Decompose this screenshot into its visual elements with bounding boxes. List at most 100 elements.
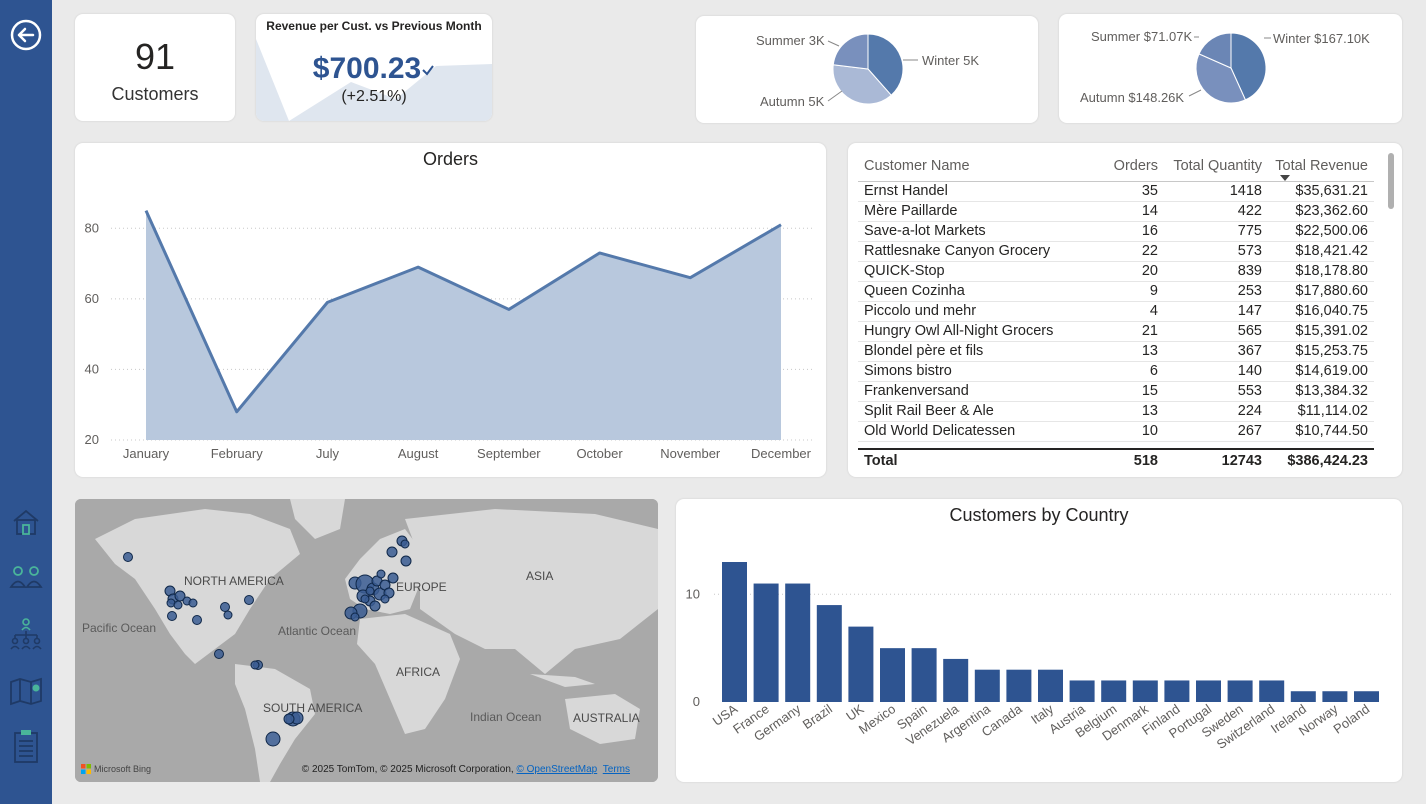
map-label-atlantic: Atlantic Ocean (278, 624, 357, 638)
bar-sweden[interactable] (1227, 680, 1253, 702)
bar-venezuela[interactable] (943, 658, 969, 702)
bar-mexico[interactable] (880, 648, 905, 702)
bar-brazil[interactable] (816, 605, 842, 702)
table-row[interactable]: Rattlesnake Canyon Grocery 22 573 $18,421.4… (858, 241, 1374, 262)
row-total-quantity: 253 (1164, 281, 1268, 302)
table-row[interactable]: QUICK-Stop 20 839 $18,178.80 (858, 261, 1374, 282)
orders-point[interactable] (505, 305, 513, 313)
orders-point[interactable] (233, 408, 241, 416)
customers-icon (9, 566, 43, 588)
report-nav-button[interactable] (6, 726, 46, 766)
header-total-revenue[interactable]: Total Revenue (1268, 151, 1374, 182)
map-landmass (75, 499, 658, 782)
row-customer-name: Ernst Handel (858, 181, 1102, 202)
pie-slice-summer[interactable] (1198, 32, 1232, 69)
revenue-per-customer-card: Revenue per Cust. vs Previous Month $700… (256, 14, 492, 121)
bar-belgium[interactable] (1101, 680, 1127, 702)
map-label-pacific: Pacific Ocean (82, 621, 157, 635)
bar-germany[interactable] (785, 583, 811, 702)
revenue-card-title: Revenue per Cust. vs Previous Month (266, 19, 482, 33)
pie-slice-winter[interactable] (867, 33, 904, 96)
bar-finland[interactable] (1164, 680, 1190, 702)
row-orders: 22 (1102, 241, 1164, 262)
openstreetmap-link[interactable]: © OpenStreetMap (516, 764, 598, 775)
back-button[interactable] (6, 15, 46, 55)
table-row[interactable]: Save-a-lot Markets 16 775 $22,500.06 (858, 221, 1374, 242)
pie-slice-autumn[interactable] (832, 64, 892, 105)
bar-italy[interactable] (1038, 669, 1063, 702)
orders-point[interactable] (686, 274, 694, 282)
x-tick-label: Brazil (800, 701, 835, 732)
table-row[interactable]: Frankenversand 15 553 $13,384.32 (858, 381, 1374, 402)
row-orders: 21 (1102, 321, 1164, 342)
row-orders: 16 (1102, 221, 1164, 242)
row-total-quantity: 267 (1164, 421, 1268, 442)
pie1-label-winter: Winter 5K (922, 53, 979, 68)
row-total-quantity: 422 (1164, 201, 1268, 222)
pie-slice-autumn[interactable] (1195, 53, 1247, 104)
bar-norway[interactable] (1322, 691, 1348, 702)
orders-point[interactable] (777, 221, 785, 229)
bar-uk[interactable] (848, 626, 874, 702)
orders-point[interactable] (323, 298, 331, 306)
bar-spain[interactable] (911, 648, 937, 702)
total-quantity: 12743 (1221, 453, 1262, 469)
table-row[interactable]: Blondel père et fils 13 367 $15,253.75 (858, 341, 1374, 362)
x-tick-label: July (316, 446, 340, 461)
orders-point[interactable] (414, 263, 422, 271)
microsoft-logo-icon (81, 764, 91, 774)
table-row[interactable]: Simons bistro 6 140 $14,619.00 (858, 361, 1374, 382)
bar-france[interactable] (753, 583, 779, 702)
row-total-quantity: 573 (1164, 241, 1268, 262)
table-row[interactable]: Ernst Handel 35 1418 $35,631.21 (858, 181, 1374, 202)
header-customer-name[interactable]: Customer Name (858, 151, 1102, 182)
customers-nav-button[interactable] (6, 557, 46, 597)
table-row[interactable]: Mère Paillarde 14 422 $23,362.60 (858, 201, 1374, 222)
header-total-quantity[interactable]: Total Quantity (1164, 151, 1268, 182)
bar-argentina[interactable] (974, 669, 1000, 702)
row-total-quantity: 140 (1164, 361, 1268, 382)
revenue-by-season-pie-card: Summer $71.07K Winter $167.10K Autumn $1… (1059, 14, 1402, 123)
table-header-row: Customer Name Orders Total Quantity Tota… (858, 151, 1374, 182)
map-nav-button[interactable] (6, 671, 46, 711)
orders-point[interactable] (142, 207, 150, 215)
orders-point[interactable] (596, 249, 604, 257)
x-tick-label: December (751, 446, 812, 461)
home-nav-button[interactable] (6, 502, 46, 542)
quantity-by-season-pie-card: Summer 3K Winter 5K Autumn 5K (696, 16, 1038, 123)
row-total-quantity: 367 (1164, 341, 1268, 362)
table-row[interactable]: Piccolo und mehr 4 147 $16,040.75 (858, 301, 1374, 322)
pie-slice-summer[interactable] (832, 33, 869, 70)
row-customer-name: Save-a-lot Markets (858, 221, 1102, 242)
y-tick-label: 80 (85, 220, 99, 235)
bar-usa[interactable] (722, 562, 747, 702)
row-customer-name: Simons bistro (858, 361, 1102, 382)
bar-portugal[interactable] (1196, 680, 1221, 702)
bar-poland[interactable] (1354, 691, 1379, 702)
bar-denmark[interactable] (1132, 680, 1158, 702)
table-row[interactable]: Split Rail Beer & Ale 13 224 $11,114.02 (858, 401, 1374, 422)
row-orders: 6 (1102, 361, 1164, 382)
country-chart-title: Customers by Country (949, 505, 1129, 525)
x-tick-label: January (123, 446, 170, 461)
row-customer-name: Hungry Owl All-Night Grocers (858, 321, 1102, 342)
table-row[interactable]: Old World Delicatessen 10 267 $10,744.50 (858, 421, 1374, 442)
hierarchy-icon (10, 618, 42, 650)
home-icon (13, 509, 39, 535)
bar-canada[interactable] (1006, 669, 1032, 702)
copyright-text: © 2025 TomTom, © 2025 Microsoft Corporat… (301, 764, 514, 775)
hierarchy-nav-button[interactable] (6, 614, 46, 654)
bar-ireland[interactable] (1290, 691, 1316, 702)
table-scrollbar[interactable] (1388, 153, 1394, 209)
terms-link[interactable]: Terms (602, 764, 630, 775)
pie-slice-winter[interactable] (1230, 32, 1267, 101)
y-tick-label: 20 (85, 432, 99, 447)
table-row[interactable]: Hungry Owl All-Night Grocers 21 565 $15,391… (858, 321, 1374, 342)
row-total-revenue: $16,040.75 (1268, 301, 1374, 322)
header-orders[interactable]: Orders (1102, 151, 1164, 182)
customers-kpi-card: 91 Customers (75, 14, 235, 121)
bar-switzerland[interactable] (1259, 680, 1285, 702)
bar-austria[interactable] (1069, 680, 1095, 702)
customer-map[interactable]: NORTH AMERICA EUROPE ASIA AFRICA SOUTH A… (75, 499, 658, 782)
table-row[interactable]: Queen Cozinha 9 253 $17,880.60 (858, 281, 1374, 302)
